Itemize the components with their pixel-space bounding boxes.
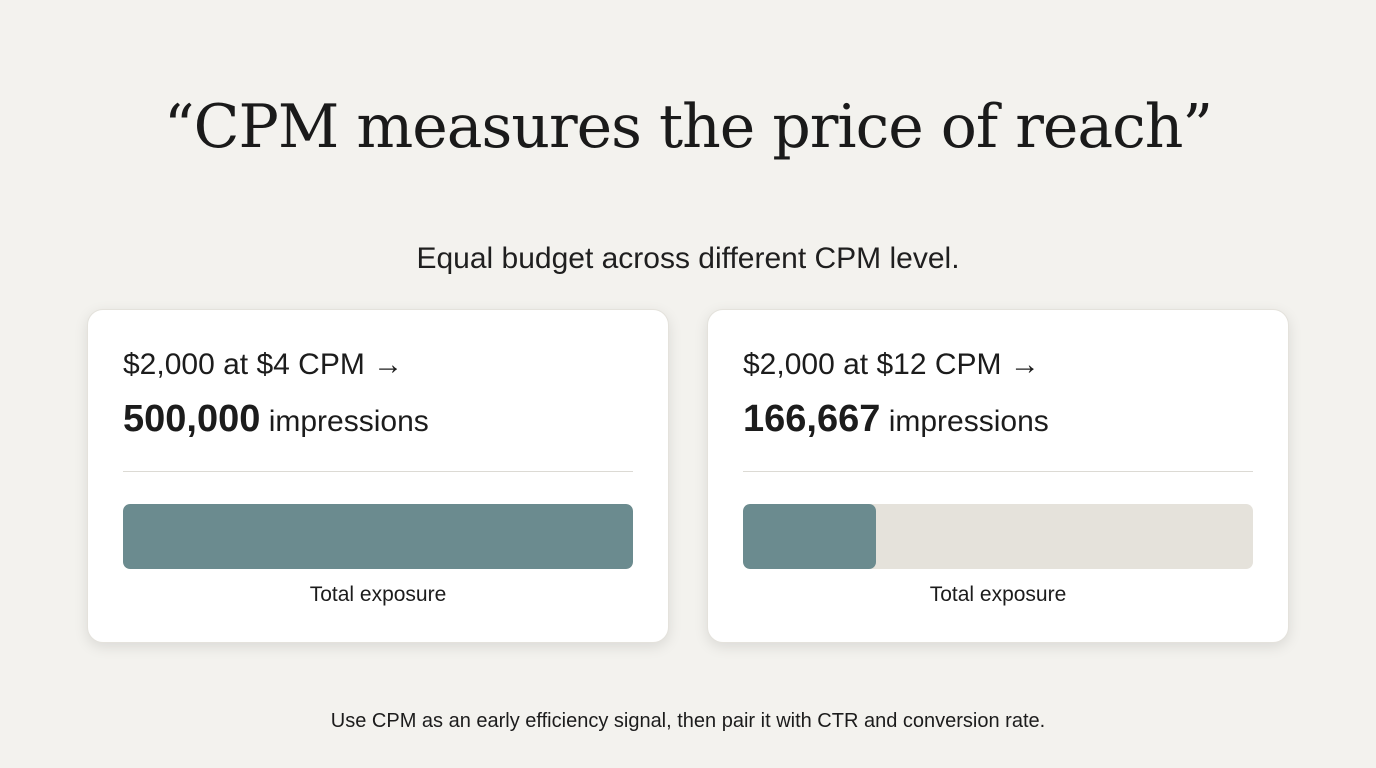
budget-cpm-text: $2,000 at $4 CPM → (123, 348, 404, 381)
impressions-label: impressions (888, 405, 1049, 438)
impressions-line: 500,000 impressions (123, 398, 429, 441)
footer-note: Use CPM as an early efficiency signal, t… (330, 710, 1046, 732)
impressions-value: 166,667 (743, 398, 881, 440)
page-title: “CPM measures the price of reach” (163, 92, 1213, 162)
exposure-label: Total exposure (929, 583, 1067, 606)
exposure-bar-fill (123, 504, 633, 569)
exposure-label: Total exposure (309, 583, 447, 606)
exposure-bar-fill (743, 504, 876, 569)
card-low-cpm: $2,000 at $4 CPM → 500,000 impressions T… (87, 309, 669, 643)
exposure-bar-track (743, 504, 1253, 569)
impressions-line: 166,667 impressions (743, 398, 1049, 441)
impressions-value: 500,000 (123, 398, 261, 440)
divider (123, 471, 633, 472)
subtitle: Equal budget across different CPM level. (416, 242, 960, 275)
impressions-label: impressions (268, 405, 429, 438)
budget-cpm-text: $2,000 at $12 CPM → (743, 348, 1040, 381)
exposure-bar-track (123, 504, 633, 569)
divider (743, 471, 1253, 472)
card-high-cpm: $2,000 at $12 CPM → 166,667 impressions … (707, 309, 1289, 643)
